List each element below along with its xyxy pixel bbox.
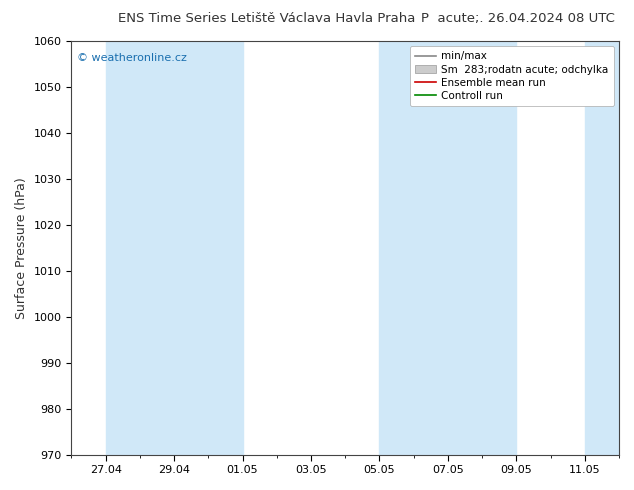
Bar	[174, 41, 243, 455]
Text: © weatheronline.cz: © weatheronline.cz	[77, 53, 187, 64]
Y-axis label: Surface Pressure (hPa): Surface Pressure (hPa)	[15, 177, 28, 318]
Bar	[106, 41, 174, 455]
Legend: min/max, Sm  283;rodatn acute; odchylka, Ensemble mean run, Controll run: min/max, Sm 283;rodatn acute; odchylka, …	[410, 46, 614, 106]
Bar	[585, 41, 619, 455]
Text: P  acute;. 26.04.2024 08 UTC: P acute;. 26.04.2024 08 UTC	[421, 12, 615, 25]
Text: ENS Time Series Letiště Václava Havla Praha: ENS Time Series Letiště Václava Havla Pr…	[117, 12, 415, 25]
Bar	[379, 41, 448, 455]
Bar	[448, 41, 516, 455]
